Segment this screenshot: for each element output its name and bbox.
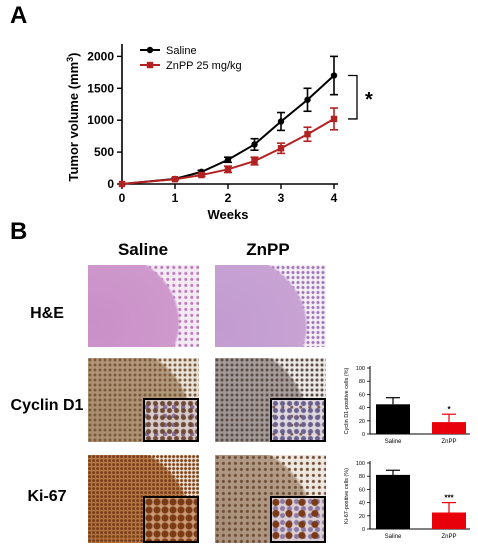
data-point-znpp bbox=[171, 176, 179, 183]
he-saline-micrograph bbox=[88, 265, 199, 347]
data-point-znpp bbox=[198, 171, 205, 179]
y-axis-label: Tumor volume (mm3) bbox=[65, 52, 81, 181]
panel-label-a: A bbox=[10, 2, 28, 29]
significance-marker: * bbox=[365, 89, 373, 111]
legend-marker bbox=[146, 61, 154, 69]
data-point-znpp bbox=[304, 131, 311, 138]
y-tick-label: 0 bbox=[107, 177, 114, 191]
data-point-znpp bbox=[330, 115, 338, 123]
tumor-volume-chart: 0 500 1000 1500 2000 0 1 2 3 4 Weeks Tumor volume (… bbox=[65, 44, 373, 222]
y-tick-label: 1000 bbox=[87, 113, 114, 127]
x-tick-label: Saline bbox=[385, 534, 402, 540]
bar-saline bbox=[376, 474, 410, 529]
data-point-znpp bbox=[251, 157, 258, 165]
x-tick-label: 2 bbox=[225, 191, 232, 205]
bar-znpp bbox=[432, 422, 466, 434]
he-znpp-micrograph bbox=[215, 265, 326, 347]
row-header-he: H&E bbox=[30, 305, 64, 322]
significance-bracket bbox=[348, 74, 358, 120]
data-point-saline bbox=[277, 118, 285, 125]
y-tick-label: 20 bbox=[359, 419, 365, 425]
bar-saline bbox=[376, 404, 410, 434]
y-tick-label: 1500 bbox=[87, 81, 114, 95]
ki67-znpp-inset bbox=[270, 496, 326, 543]
row-header-cyclin-d1: Cyclin D1 bbox=[10, 397, 84, 414]
y-axis-label: Ki-67-positive cells (%) bbox=[344, 468, 350, 524]
cyclin-d1-znpp-inset bbox=[270, 398, 326, 442]
data-point-saline bbox=[330, 72, 338, 79]
ki67-bar-chart: 0 20 40 60 80 100 Ki-67-positive cells (%) Sali… bbox=[344, 461, 470, 540]
bar-znpp bbox=[432, 512, 466, 529]
column-header-znpp: ZnPP bbox=[246, 240, 290, 259]
data-point-znpp bbox=[224, 166, 232, 173]
y-tick-label: 80 bbox=[359, 474, 365, 480]
data-point-saline bbox=[224, 156, 232, 163]
y-tick-label: 20 bbox=[359, 514, 365, 520]
x-tick-label: 4 bbox=[331, 191, 338, 205]
y-tick-label: 80 bbox=[359, 379, 365, 385]
cyclin-d1-bar-chart: 0 20 40 60 80 100 Cyclin D1-positive cells (%)… bbox=[344, 366, 470, 445]
x-tick-label: 3 bbox=[278, 191, 285, 205]
legend-label: Saline bbox=[166, 45, 197, 57]
y-tick-label: 100 bbox=[356, 461, 365, 467]
y-tick-label: 100 bbox=[356, 366, 365, 372]
data-point-saline bbox=[251, 141, 258, 148]
data-point-znpp bbox=[118, 180, 126, 188]
significance-marker: *** bbox=[444, 494, 454, 503]
data-point-saline bbox=[304, 96, 311, 103]
x-tick-label: 1 bbox=[172, 191, 179, 205]
data-point-znpp bbox=[277, 145, 285, 152]
x-tick-label: 0 bbox=[119, 191, 126, 205]
y-tick-label: 40 bbox=[359, 406, 365, 412]
y-tick-label: 0 bbox=[362, 432, 365, 438]
significance-marker: * bbox=[447, 405, 451, 414]
y-tick-label: 40 bbox=[359, 501, 365, 507]
ki67-saline-inset bbox=[143, 496, 199, 543]
y-tick-label: 60 bbox=[359, 487, 365, 493]
panel-label-b: B bbox=[10, 218, 28, 245]
y-axis-label: Cyclin D1-positive cells (%) bbox=[344, 368, 350, 435]
column-header-saline: Saline bbox=[117, 240, 169, 259]
y-tick-label: 60 bbox=[359, 392, 365, 398]
row-header-ki67: Ki-67 bbox=[27, 488, 67, 505]
x-tick-label: Saline bbox=[385, 439, 402, 445]
y-tick-label: 0 bbox=[362, 527, 365, 533]
y-tick-label: 500 bbox=[94, 145, 114, 159]
y-tick-label: 2000 bbox=[87, 49, 114, 63]
x-tick-label: ZnPP bbox=[441, 439, 456, 445]
x-tick-label: ZnPP bbox=[441, 534, 456, 540]
series-line-znpp bbox=[121, 118, 335, 185]
x-axis-label: Weeks bbox=[208, 207, 249, 222]
cyclin-d1-saline-inset bbox=[143, 398, 199, 442]
legend-label: ZnPP 25 mg/kg bbox=[166, 60, 242, 72]
legend-marker bbox=[146, 46, 154, 54]
